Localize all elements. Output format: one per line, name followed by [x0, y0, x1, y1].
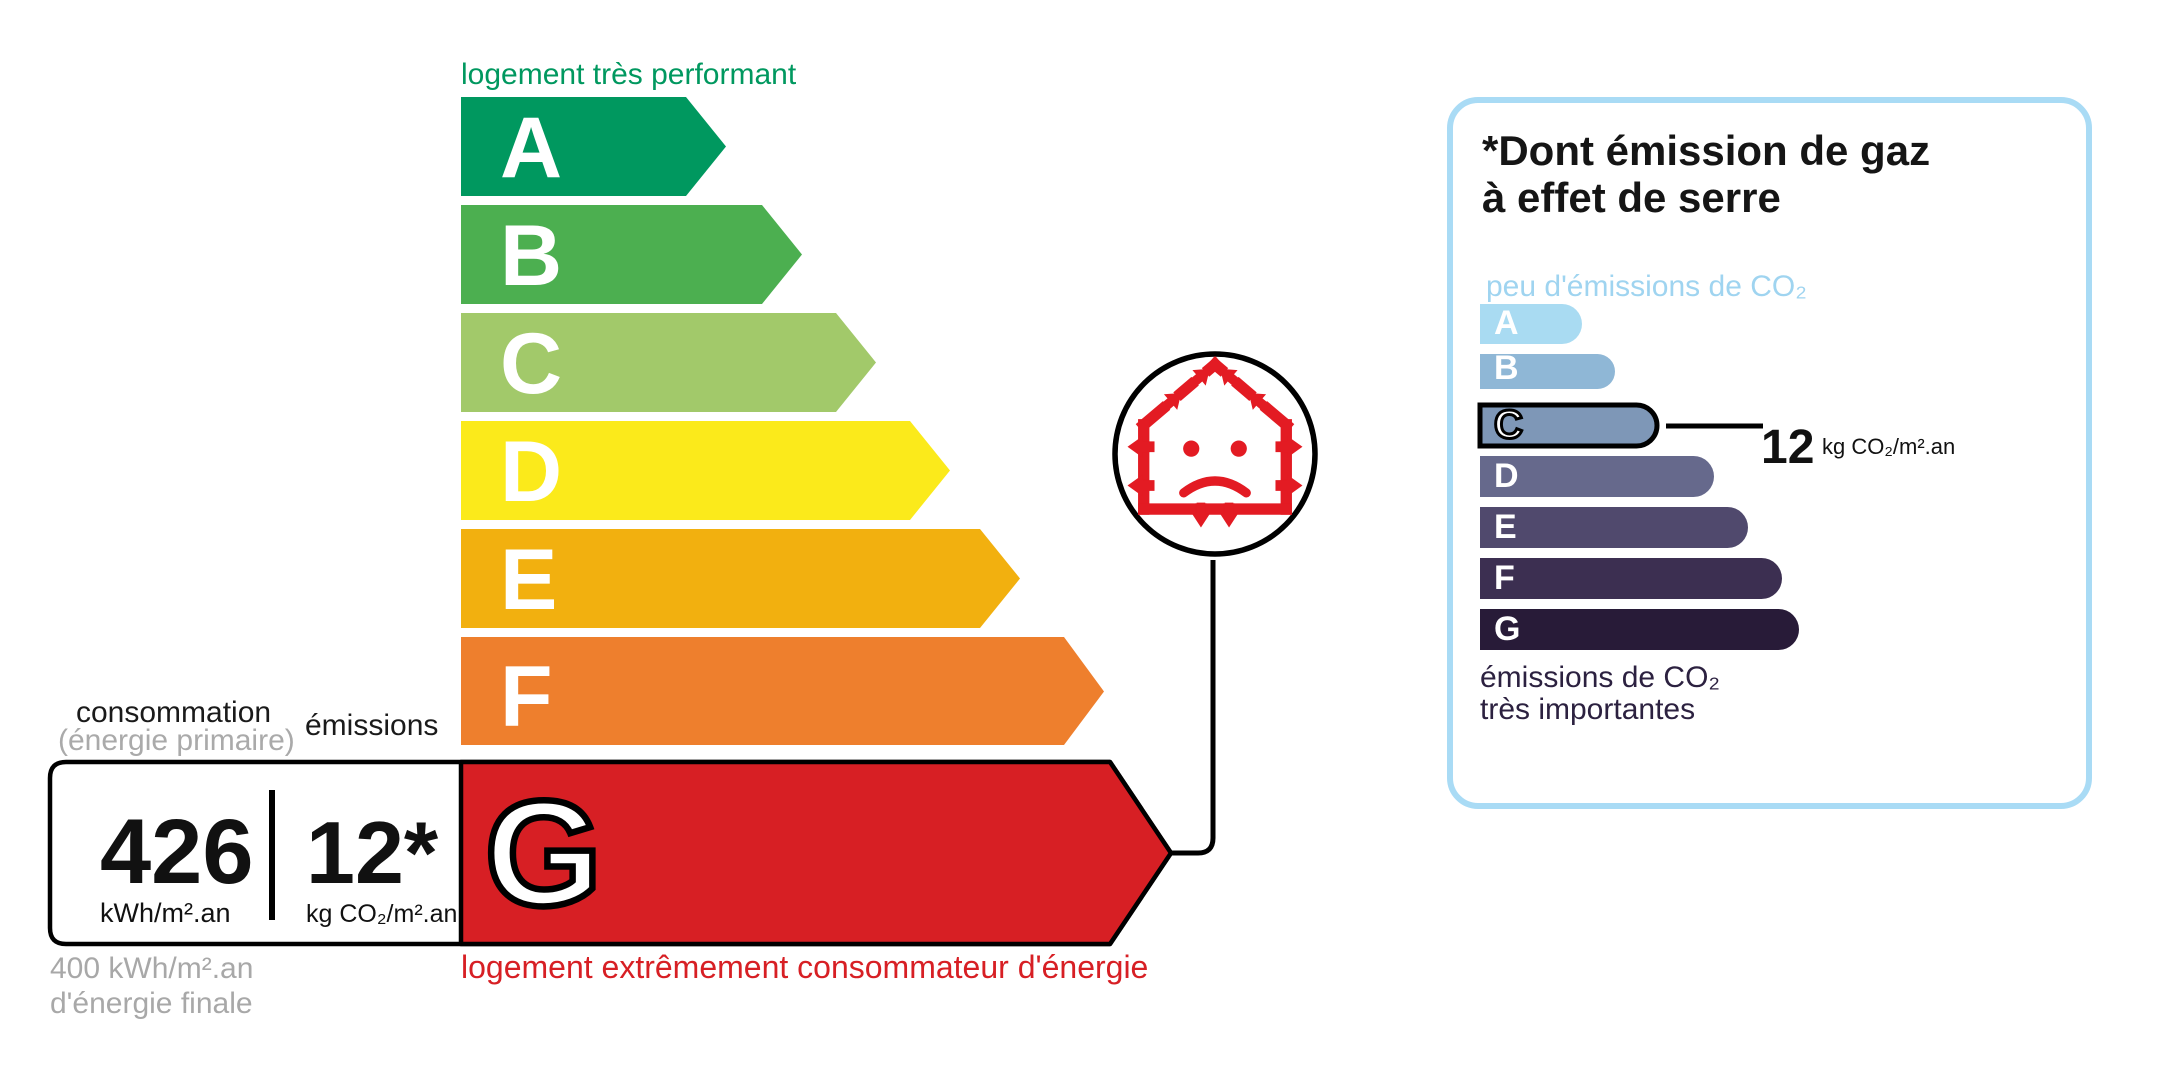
svg-text:426: 426 [100, 801, 254, 903]
svg-text:D: D [1494, 457, 1519, 495]
svg-text:logement très performant: logement très performant [461, 58, 797, 91]
svg-text:400 kWh/m².an: 400 kWh/m².an [50, 952, 253, 985]
svg-text:F: F [500, 649, 553, 745]
svg-text:D: D [500, 424, 562, 520]
svg-text:kg CO₂/m².an: kg CO₂/m².an [306, 900, 457, 928]
svg-text:peu d'émissions de CO₂: peu d'émissions de CO₂ [1486, 270, 1807, 303]
svg-text:(énergie primaire): (énergie primaire) [58, 724, 295, 757]
svg-text:F: F [1494, 559, 1515, 597]
svg-text:d'énergie finale: d'énergie finale [50, 987, 253, 1020]
svg-text:C: C [500, 316, 562, 412]
svg-text:C: C [1494, 403, 1523, 447]
svg-text:A: A [500, 100, 562, 196]
svg-text:très importantes: très importantes [1480, 693, 1695, 726]
svg-text:G: G [485, 769, 602, 937]
svg-text:kg CO₂/m².an: kg CO₂/m².an [1822, 434, 1955, 459]
svg-text:émissions: émissions [305, 709, 438, 742]
svg-text:B: B [1494, 349, 1519, 387]
svg-text:A: A [1494, 304, 1519, 342]
svg-text:12: 12 [1761, 421, 1814, 474]
svg-text:12*: 12* [306, 803, 439, 902]
svg-text:G: G [1494, 610, 1520, 648]
svg-text:kWh/m².an: kWh/m².an [100, 898, 231, 928]
svg-text:E: E [1494, 508, 1517, 546]
svg-text:logement extrêmement consommat: logement extrêmement consommateur d'éner… [461, 949, 1148, 985]
svg-text:à effet de serre: à effet de serre [1482, 174, 1781, 221]
svg-text:émissions de CO₂: émissions de CO₂ [1480, 661, 1720, 694]
svg-text:*Dont émission de gaz: *Dont émission de gaz [1482, 127, 1930, 174]
svg-text:E: E [500, 532, 557, 628]
svg-text:B: B [500, 208, 562, 304]
